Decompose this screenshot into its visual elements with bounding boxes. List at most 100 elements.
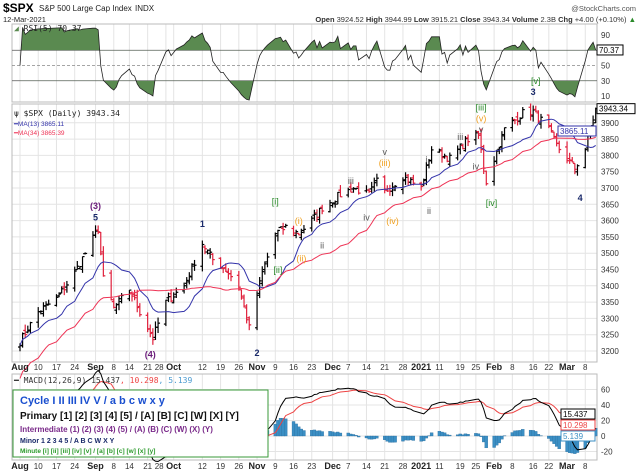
ohlc-bar [419, 181, 424, 191]
ohlc-bar [479, 128, 484, 153]
ohlc-bar [242, 294, 247, 308]
rsi-tick-label: 30 [601, 77, 610, 86]
ohlc-bar [406, 174, 411, 186]
ohlc-bar [502, 127, 507, 141]
x-tick-label: 21 [380, 363, 389, 372]
macd-histogram-bar [375, 435, 379, 439]
rsi-tag [596, 44, 624, 56]
macd-histogram-bar [393, 435, 397, 443]
last-price-value: 3943.34 [599, 105, 628, 114]
symbol: $SPX [3, 1, 34, 15]
wave-label: ii [320, 240, 324, 250]
macd-histogram-bar [466, 434, 470, 437]
x-tick-label: 2021 [411, 461, 431, 471]
wave-label: [v] [531, 76, 541, 86]
wave-label: v [479, 125, 484, 135]
ohlc-bar [447, 152, 452, 167]
macd-tag-value: 10.298 [563, 421, 588, 430]
ohlc-bar [429, 146, 434, 164]
ohlc-bar [283, 223, 288, 228]
ohlc-bar [346, 187, 351, 198]
ohlc-bar [239, 289, 244, 300]
macd-histogram-bar [424, 435, 429, 439]
x-tick-label: 28 [155, 363, 164, 372]
ohlc-bar [189, 263, 194, 281]
ohlc-bar [403, 172, 408, 185]
ohlc-bar [255, 291, 260, 331]
price-tick-label: 3400 [601, 282, 619, 291]
wave-label: [ii] [273, 265, 282, 275]
macd-tick-label: 60 [601, 386, 610, 395]
ohlc-bar [41, 302, 46, 317]
x-tick-label: Aug [11, 362, 29, 372]
ohlc-bar [356, 182, 361, 195]
legend-minor: Minor 1 2 3 4 5 / A B C W X Y [20, 438, 115, 445]
ohlc-bar [299, 228, 304, 241]
wave-label: (iii) [379, 158, 391, 168]
ma13-line [19, 118, 596, 346]
price-tick-label: 3250 [601, 331, 619, 340]
x-tick-label: 21 [143, 462, 152, 471]
ohlc-bar [75, 260, 80, 271]
wave-label: 5 [93, 213, 98, 223]
ohlc-bar [437, 148, 442, 153]
x-tick-label: Sep [87, 362, 104, 372]
legend-primary: Primary [1] [2] [3] [4] [5] / [A] [B] [C… [20, 411, 239, 422]
x-tick-label: 14 [125, 462, 134, 471]
ohlc-bar [531, 105, 536, 122]
macd-tag-value: 15.437 [563, 410, 588, 419]
x-tick-label: Oct [166, 461, 181, 471]
x-tick-label: 8 [583, 363, 588, 372]
macd-histogram-bar [338, 432, 343, 437]
ohlc-bar [205, 249, 210, 255]
rsi-tick-label: 90 [601, 31, 610, 40]
macd-histogram-bar [422, 435, 426, 442]
wave-label: iii [457, 132, 463, 142]
ohlc-bar [476, 130, 481, 139]
price-tick-label: 3350 [601, 298, 619, 307]
macd-tick-label: -20 [601, 448, 613, 457]
ohlc-bar [200, 240, 205, 272]
x-tick-label: 9 [273, 363, 278, 372]
ohlc-bar [585, 133, 590, 152]
ohlc-bar [552, 131, 557, 139]
ohlc-bar [257, 277, 262, 299]
legend-cycle: Cycle I II III IV V / a b c w x y [20, 395, 166, 407]
ohlc-bar [148, 324, 153, 338]
price-tick-label: 3900 [601, 119, 619, 128]
wave-label: (3) [90, 201, 101, 211]
ohlc-bar [455, 145, 460, 161]
x-tick-label: 23 [307, 462, 316, 471]
macd-histogram-bar [476, 433, 481, 437]
ohlc-bar [330, 202, 335, 208]
ma13-value: 3865.11 [560, 127, 589, 136]
x-tick-label: 19 [216, 363, 225, 372]
ohlc-bar [463, 136, 468, 152]
ohlc-bar [536, 110, 541, 124]
price-tick-label: 3700 [601, 184, 619, 193]
macd-histogram-bar [557, 435, 561, 450]
price-legend: ψ $SPX (Daily) 3943.34 [14, 109, 120, 118]
macd-tag-value: 5.139 [563, 432, 584, 441]
ohlc-bar [210, 253, 215, 266]
ohlc-bar [354, 187, 359, 190]
ohlc-bar [192, 259, 197, 271]
ohlc-bar [333, 200, 338, 208]
x-tick-label: 14 [362, 462, 371, 471]
ohlc-bar [411, 174, 416, 186]
x-tick-label: 19 [456, 363, 465, 372]
x-tick-label: 8 [510, 462, 515, 471]
ohlc-bar [327, 199, 332, 213]
ohlc-bar [338, 185, 343, 198]
ohlc-bar [320, 204, 325, 215]
ohlc-bar [169, 289, 174, 303]
x-tick-label: 28 [398, 462, 407, 471]
x-tick-label: Mar [559, 461, 576, 471]
ohlc-bar [127, 289, 132, 302]
ma13-legend: ━MA(13) 3865.11 [13, 121, 64, 128]
x-tick-label: 9 [273, 462, 278, 471]
macd-histogram-bar [356, 435, 361, 438]
ohlc-bar [46, 299, 51, 306]
quote-line: Open 3924.52 High 3944.99 Low 3915.21 Cl… [315, 15, 636, 24]
ohlc-bar [583, 148, 588, 169]
